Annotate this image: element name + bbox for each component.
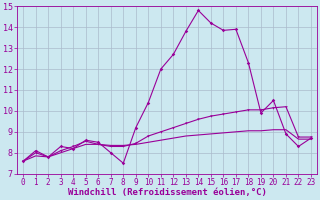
X-axis label: Windchill (Refroidissement éolien,°C): Windchill (Refroidissement éolien,°C) — [68, 188, 267, 197]
